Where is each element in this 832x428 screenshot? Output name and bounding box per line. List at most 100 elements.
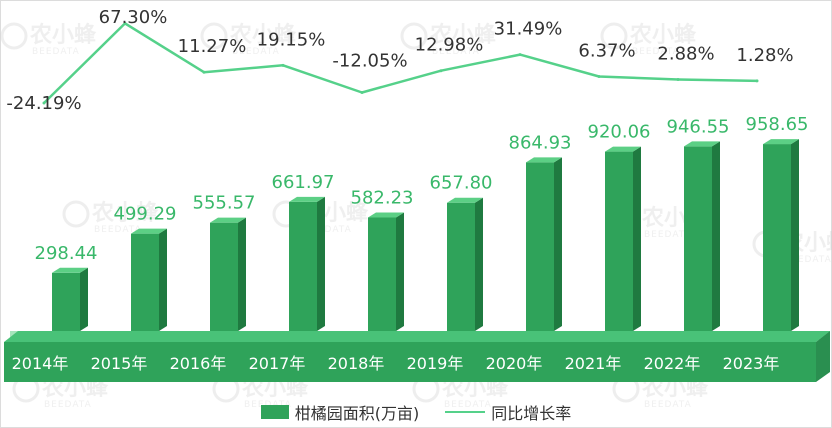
platform-side [816,331,830,382]
bar-top [605,146,641,152]
legend-label-area: 柑橘园面积(万亩) [294,404,420,423]
pct-labels-layer: -24.19% 67.30% 11.27% 19.15% -12.05% 12.98% 31… [6,7,793,114]
growth-value-label: 11.27% [178,36,247,57]
svg-text:农小蜂: 农小蜂 [29,22,97,48]
growth-point [597,74,601,78]
growth-point [755,79,759,83]
bar-side [475,197,483,331]
bar-top [368,212,404,218]
bar-side [396,212,404,331]
bar-front [526,162,554,331]
bar-top [684,141,720,147]
x-tick-label: 2019年 [407,354,464,373]
growth-value-label: -12.05% [332,50,407,71]
bar-side [238,217,246,331]
svg-text:农小蜂: 农小蜂 [229,22,297,48]
bar-side [317,196,325,331]
bar-front [368,217,396,331]
growth-value-label: 2.88% [657,43,714,64]
svg-text:BEEDATA: BEEDATA [304,225,352,235]
bar-value-label: 864.93 [509,132,572,153]
platform [4,331,830,382]
bar-value-label: 920.06 [588,122,651,143]
svg-text:BEEDATA: BEEDATA [432,47,480,57]
bar-side [712,141,720,331]
bar-2020年 [526,157,562,331]
bar-value-label: 657.80 [430,173,493,194]
growth-line [43,22,758,104]
x-tick-label: 2017年 [249,354,306,373]
bar-2015年 [131,228,167,331]
line-layer [42,21,759,105]
svg-text:BEEDATA: BEEDATA [644,230,692,240]
bar-labels-layer: 298.44 499.29 555.57 661.97 582.23 657.80 864.… [35,114,809,264]
bar-top [131,228,167,234]
x-tick-label: 2015年 [91,354,148,373]
bar-value-label: 946.55 [667,116,730,137]
growth-value-label: 19.15% [257,29,326,50]
bar-2023年 [763,139,799,331]
growth-value-label: 31.49% [494,19,563,40]
svg-text:农小蜂: 农小蜂 [629,22,697,48]
growth-point [281,63,285,67]
bar-2021年 [605,146,641,331]
growth-point [518,53,522,57]
svg-text:BEEDATA: BEEDATA [32,47,80,57]
bar-front [210,222,238,331]
bar-top [289,196,325,202]
x-tick-label: 2014年 [12,354,69,373]
legend-swatch-line [445,411,486,413]
platform-slope [4,331,830,342]
growth-point [202,70,206,74]
bar-front [52,272,80,331]
bar-value-label: 298.44 [35,243,98,264]
x-tick-label: 2021年 [565,354,622,373]
bar-side [80,267,88,331]
legend-swatch-bar [260,405,289,419]
svg-text:农小蜂: 农小蜂 [429,22,497,48]
bar-top [52,267,88,273]
svg-text:BEEDATA: BEEDATA [232,47,280,57]
bar-top [447,197,483,203]
bar-front [131,233,159,331]
svg-text:BEEDATA: BEEDATA [94,225,142,235]
bar-top [763,139,799,145]
bar-2014年 [52,267,88,331]
x-tick-label: 2016年 [170,354,227,373]
growth-point [123,21,127,25]
bar-value-label: 661.97 [272,172,335,193]
bar-value-label: 958.65 [746,114,809,135]
svg-text:BEEDATA: BEEDATA [632,47,680,57]
bar-2017年 [289,196,325,331]
x-tick-label: 2018年 [328,354,385,373]
bar-2019年 [447,197,483,331]
legend-item-area: 柑橘园面积(万亩) [260,400,420,424]
legend-item-growth: 同比增长率 [445,400,571,424]
bar-front [289,201,317,331]
bar-top [526,157,562,163]
growth-value-label: 1.28% [736,45,793,66]
x-tick-label: 2022年 [644,354,701,373]
bar-side [554,157,562,331]
bars-layer [52,139,799,331]
legend-label-growth: 同比增长率 [491,404,572,423]
bar-2022年 [684,141,720,331]
bar-side [791,139,799,331]
svg-text:农小蜂: 农小蜂 [91,200,159,226]
growth-value-label: 6.37% [578,40,635,61]
bar-2018年 [368,212,404,331]
bar-front [605,151,633,331]
svg-text:BEEDATA: BEEDATA [44,400,92,410]
platform-front [4,342,816,382]
growth-value-label: 67.30% [99,7,168,28]
growth-point [42,101,46,105]
svg-text:BEEDATA: BEEDATA [644,400,692,410]
x-tick-label: 2023年 [723,354,780,373]
legend: 柑橘园面积(万亩) 同比增长率 [0,400,832,424]
growth-value-label: 12.98% [415,35,484,56]
bar-2016年 [210,217,246,331]
bar-value-label: 499.29 [114,204,177,225]
